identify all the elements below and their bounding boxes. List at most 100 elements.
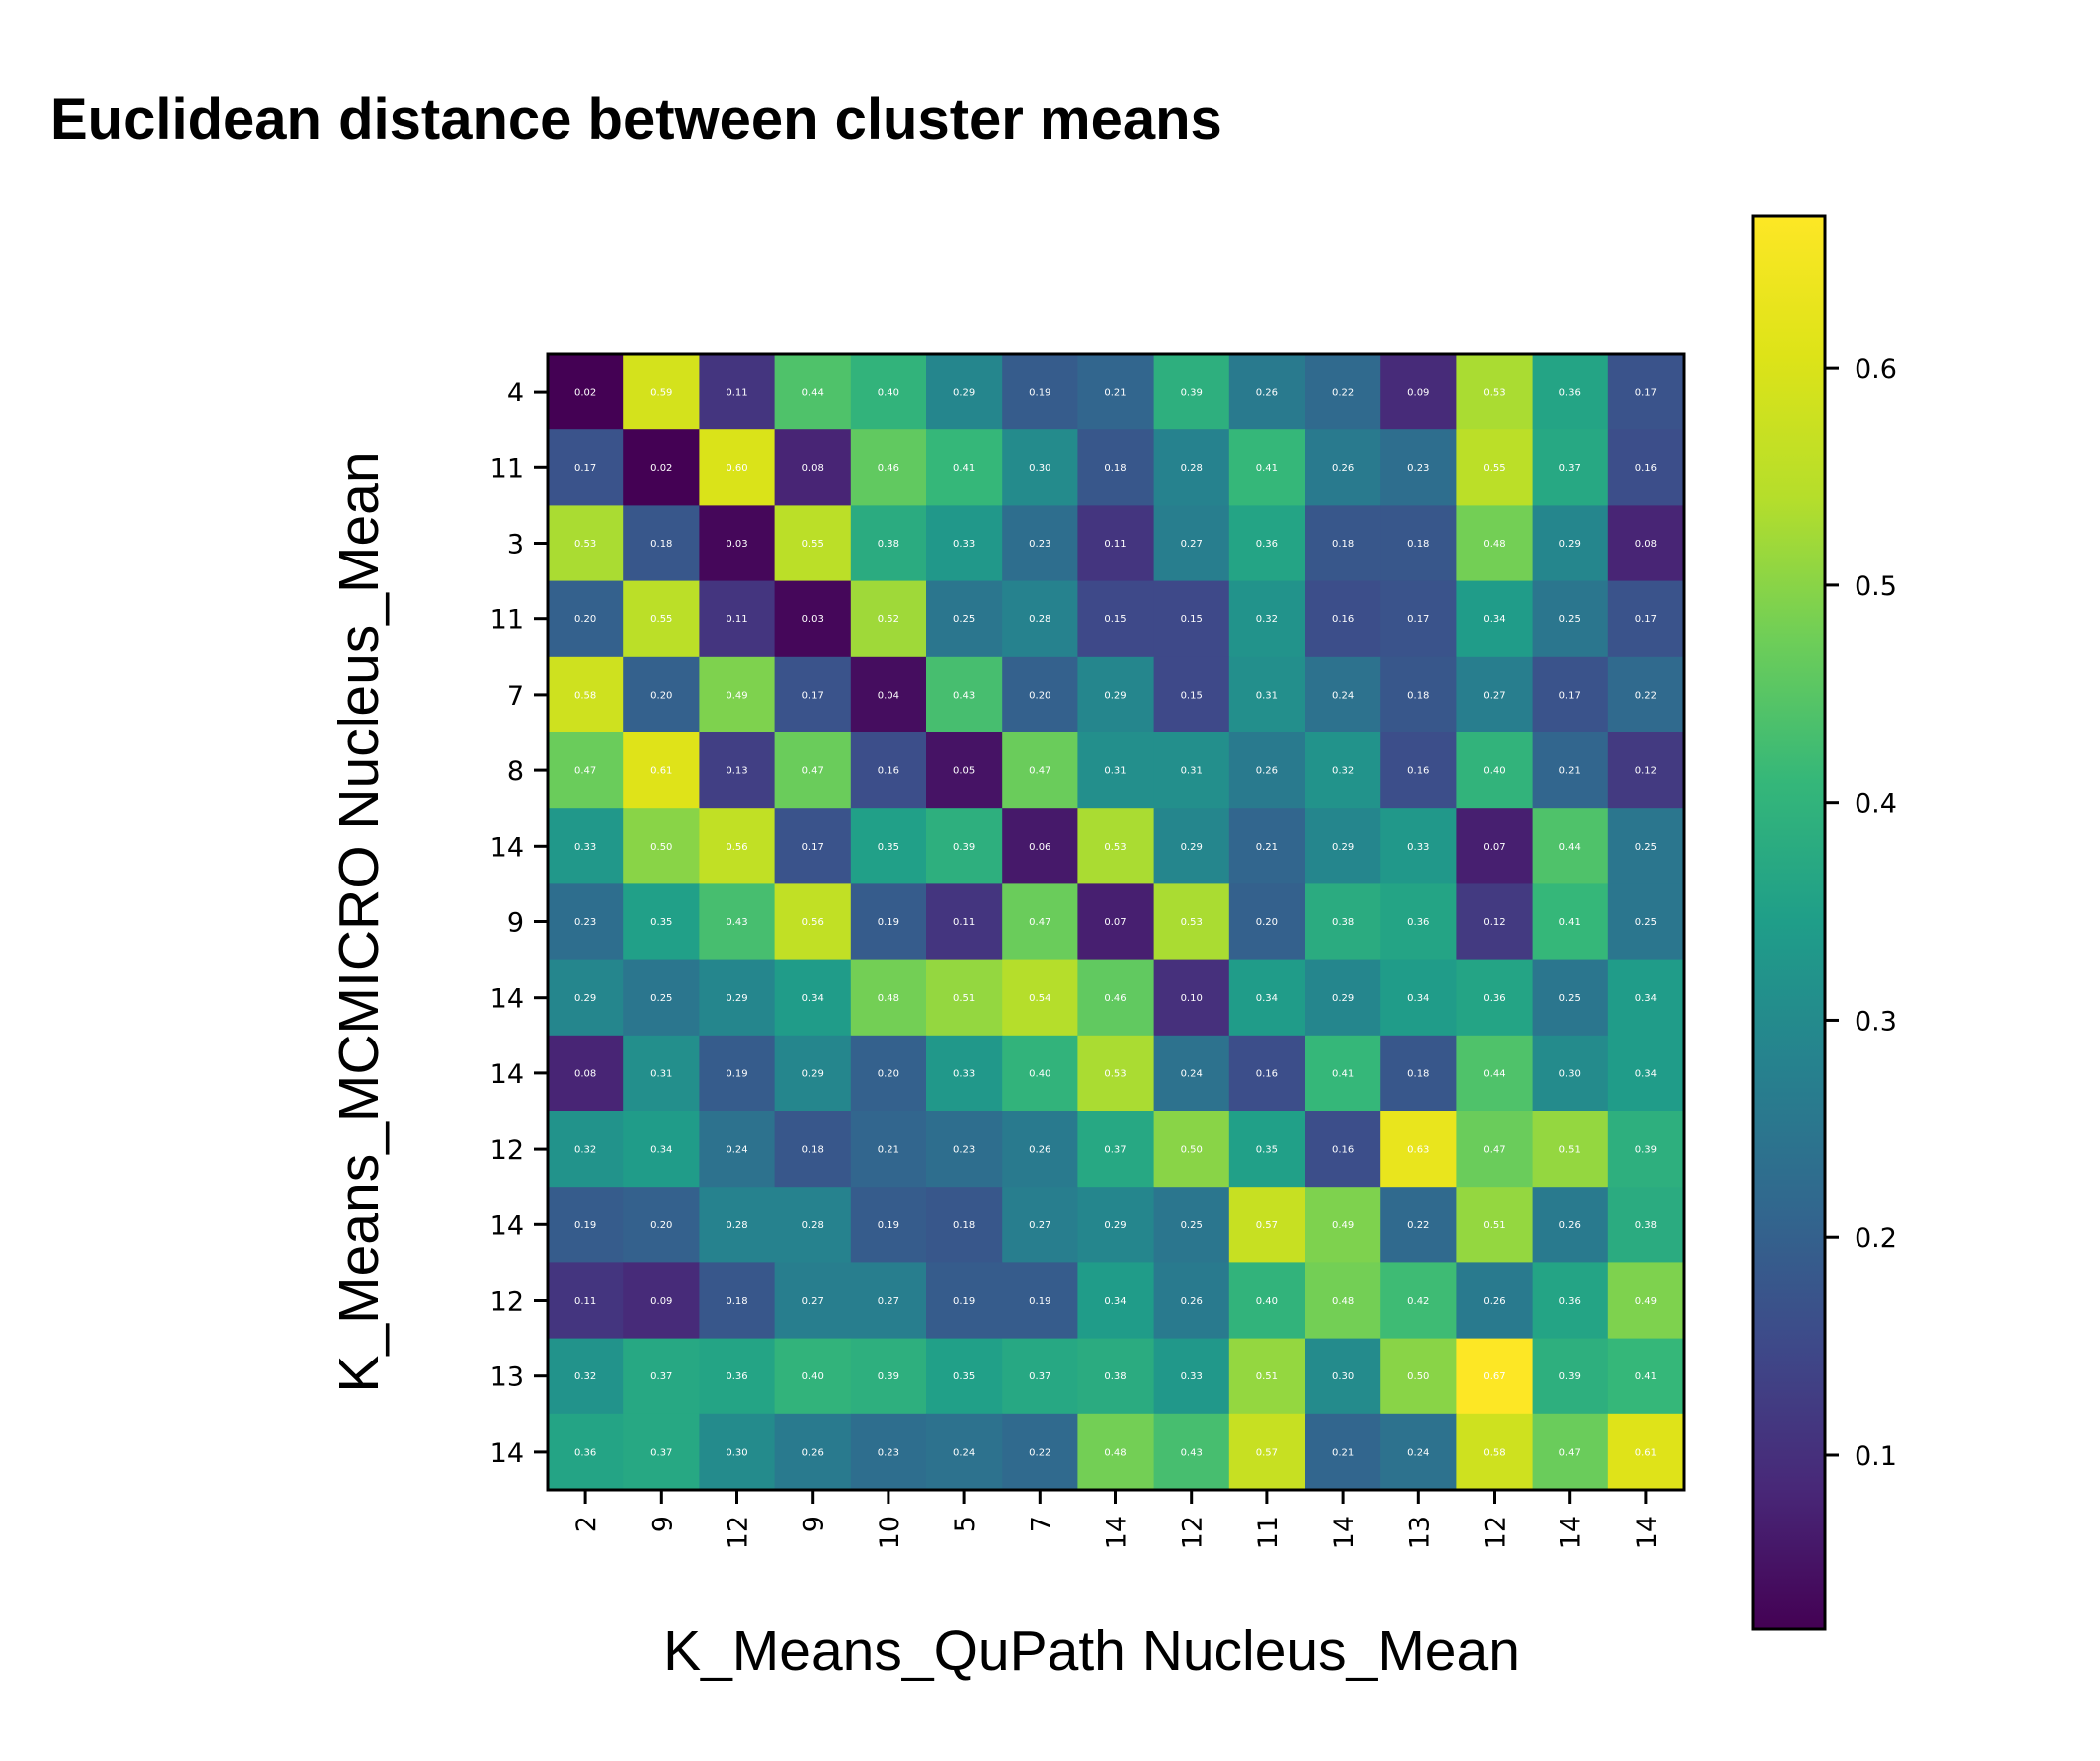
colorbar-ticks: 0.1 0.2 0.3 0.4 0.5 0.6: [1825, 354, 1897, 1472]
cell-value-label: 0.31: [1256, 690, 1278, 701]
heatmap-cell: [1607, 580, 1685, 658]
cell-value-label: 0.02: [650, 463, 672, 474]
cell-value-label: 0.23: [953, 1145, 975, 1156]
heatmap-cell: [1456, 580, 1534, 658]
heatmap-cell: [1607, 354, 1685, 430]
heatmap-cell: [926, 1338, 1003, 1415]
heatmap-cell: [548, 883, 624, 961]
y-tick-label: 3: [507, 530, 524, 560]
cell-value-label: 0.25: [1635, 917, 1657, 928]
heatmap-cell: [1002, 732, 1078, 809]
heatmap-cell: [623, 1338, 700, 1415]
heatmap-cell: [850, 505, 927, 582]
cell-value-label: 0.13: [726, 766, 747, 777]
cell-value-label: 0.28: [1181, 463, 1203, 474]
cell-value-label: 0.25: [1635, 842, 1657, 853]
cell-value-label: 0.51: [1256, 1371, 1278, 1382]
heatmap-cell: [1002, 1111, 1078, 1188]
cell-value-label: 0.33: [574, 842, 596, 853]
heatmap-cell: [1532, 732, 1609, 809]
cell-value-label: 0.34: [1407, 993, 1429, 1004]
heatmap-cell: [623, 656, 700, 733]
heatmap-cell: [699, 883, 776, 961]
cell-value-label: 0.49: [1332, 1220, 1354, 1231]
cell-value-label: 0.37: [1029, 1371, 1050, 1382]
heatmap-cell: [1607, 505, 1685, 582]
cell-value-label: 0.31: [1181, 766, 1203, 777]
cell-value-label: 0.23: [574, 917, 596, 928]
heatmap-cell: [1002, 354, 1078, 430]
heatmap-cell: [1456, 732, 1534, 809]
heatmap-cell: [1456, 808, 1534, 884]
cell-value-label: 0.21: [1104, 388, 1126, 399]
cell-value-label: 0.38: [1332, 917, 1354, 928]
cell-value-label: 0.30: [1559, 1068, 1581, 1079]
cell-value-label: 0.35: [1256, 1145, 1278, 1156]
heatmap-cell: [774, 1187, 852, 1263]
heatmap-cell: [1228, 959, 1306, 1037]
heatmap-cell: [774, 959, 852, 1037]
colorbar-tick-label: 0.6: [1855, 354, 1897, 385]
cell-value-label: 0.59: [650, 388, 672, 399]
cell-value-label: 0.47: [1483, 1145, 1505, 1156]
cell-value-label: 0.39: [878, 1371, 899, 1382]
heatmap-cell: [1077, 580, 1155, 658]
cell-value-label: 0.36: [1559, 1296, 1581, 1307]
heatmap-cell: [1607, 1262, 1685, 1340]
cell-value-label: 0.24: [726, 1145, 747, 1156]
heatmap-cell: [623, 1262, 700, 1340]
heatmap-cell: [699, 1187, 776, 1263]
heatmap-cell: [1305, 808, 1381, 884]
heatmap-cell: [1228, 1338, 1306, 1415]
heatmap-cell: [1153, 354, 1230, 430]
cell-value-label: 0.11: [726, 388, 747, 399]
cell-value-label: 0.57: [1256, 1220, 1278, 1231]
heatmap-cell: [1380, 1187, 1457, 1263]
heatmap-cell: [1380, 808, 1457, 884]
cell-value-label: 0.26: [802, 1447, 824, 1458]
cell-value-label: 0.17: [1635, 614, 1657, 625]
cell-value-label: 0.38: [878, 539, 899, 550]
heatmap-cell: [548, 1111, 624, 1188]
heatmap-cell: [1153, 580, 1230, 658]
cell-value-label: 0.31: [1104, 766, 1126, 777]
cell-value-label: 0.25: [1559, 614, 1581, 625]
cell-value-label: 0.56: [802, 917, 824, 928]
y-tick-label: 9: [507, 908, 524, 939]
cell-value-label: 0.39: [1181, 388, 1203, 399]
cell-value-label: 0.27: [878, 1296, 899, 1307]
cell-value-label: 0.21: [1256, 842, 1278, 853]
heatmap-cell: [1228, 732, 1306, 809]
cell-value-label: 0.43: [953, 690, 975, 701]
heatmap-cell: [548, 732, 624, 809]
heatmap-cell: [850, 656, 927, 733]
cell-value-label: 0.44: [1559, 842, 1581, 853]
cell-value-label: 0.18: [1104, 463, 1126, 474]
cell-value-label: 0.49: [726, 690, 747, 701]
cell-value-label: 0.40: [1256, 1296, 1278, 1307]
cell-value-label: 0.18: [1407, 539, 1429, 550]
heatmap-cell: [623, 505, 700, 582]
heatmap-cell: [1532, 959, 1609, 1037]
heatmap-cell: [623, 808, 700, 884]
cell-value-label: 0.48: [1104, 1447, 1126, 1458]
cell-value-label: 0.55: [802, 539, 824, 550]
cell-value-label: 0.34: [650, 1145, 672, 1156]
cell-value-label: 0.27: [1181, 539, 1203, 550]
cell-value-label: 0.02: [574, 388, 596, 399]
heatmap-cell: [1077, 354, 1155, 430]
heatmap-cell: [699, 1035, 776, 1112]
cell-value-label: 0.20: [1256, 917, 1278, 928]
heatmap-cell: [1607, 1187, 1685, 1263]
heatmap-cell: [1002, 1035, 1078, 1112]
cell-value-label: 0.18: [1407, 1068, 1429, 1079]
heatmap-cell: [1153, 1187, 1230, 1263]
cell-value-label: 0.30: [1332, 1371, 1354, 1382]
cell-value-label: 0.55: [650, 614, 672, 625]
heatmap-cell: [548, 580, 624, 658]
heatmap-cell: [774, 808, 852, 884]
cell-value-label: 0.46: [1104, 993, 1126, 1004]
cell-value-label: 0.18: [953, 1220, 975, 1231]
y-tick-label: 11: [490, 453, 524, 484]
y-tick-label: 13: [490, 1362, 524, 1393]
